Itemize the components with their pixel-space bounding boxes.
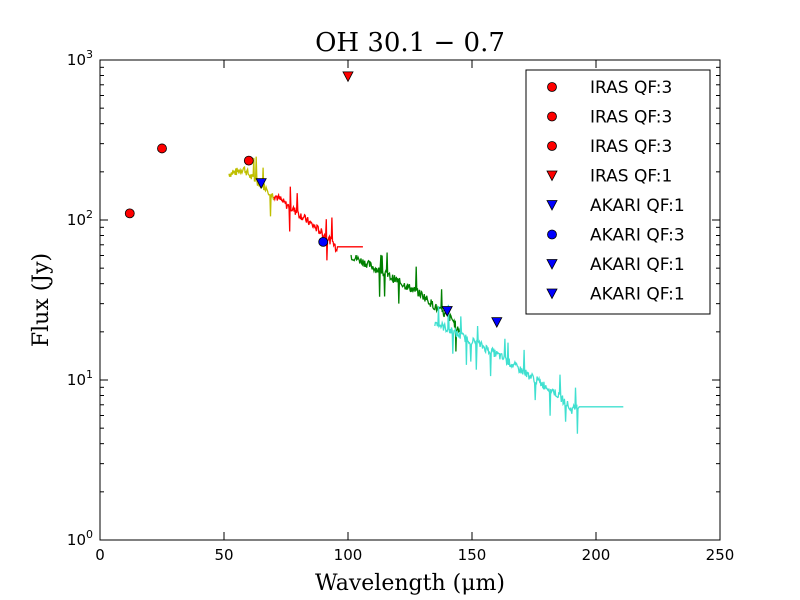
legend-marker — [546, 288, 558, 300]
legend-box — [525, 69, 711, 315]
legend-entry: AKARI QF:3 — [590, 226, 685, 246]
data-point-circle — [124, 208, 135, 219]
plot-frame — [99, 59, 721, 541]
spectrum-red — [273, 186, 363, 261]
x-tick-label: 150 — [458, 546, 487, 564]
legend-marker — [547, 141, 557, 151]
data-point-triangle — [342, 71, 354, 83]
y-tick-label: 101 — [67, 368, 93, 389]
legend-marker — [547, 82, 557, 92]
y-tick-label: 100 — [67, 528, 93, 549]
spectrum-cyan — [434, 304, 624, 434]
x-tick-label: 250 — [706, 546, 735, 564]
legend-entry: IRAS QF:3 — [590, 78, 672, 98]
data-point-circle — [157, 143, 167, 154]
data-point-circle — [243, 155, 254, 166]
legend-entry: AKARI QF:1 — [590, 255, 685, 275]
legend-marker — [546, 200, 558, 211]
legend-entry: IRAS QF:3 — [590, 137, 672, 157]
x-axis-label: Wavelength (μm) — [315, 571, 505, 596]
y-axis-label: Flux (Jy) — [29, 253, 54, 347]
legend-marker — [547, 111, 557, 122]
data-point-triangle — [441, 306, 453, 317]
x-axis: 0 50 100 150 200 250 — [95, 60, 734, 564]
spectrum-green — [350, 252, 461, 352]
y-tick-label: 103 — [67, 48, 93, 69]
plot-area — [124, 71, 624, 434]
x-tick-label: 100 — [334, 546, 363, 564]
x-tick-label: 0 — [95, 546, 105, 564]
y-tick-label: 102 — [67, 208, 93, 229]
legend-entry: AKARI QF:1 — [590, 196, 685, 216]
legend-entry: AKARI QF:1 — [590, 285, 685, 305]
y-axis: 100 101 102 103 — [67, 48, 720, 549]
legend-marker — [547, 229, 557, 240]
legend-marker — [546, 259, 558, 270]
data-point-triangle — [491, 317, 503, 328]
legend-entry: IRAS QF:1 — [590, 167, 672, 187]
x-tick-label: 200 — [582, 546, 611, 564]
x-tick-label: 50 — [214, 546, 233, 564]
data-point-circle — [318, 236, 329, 247]
legend-marker — [546, 170, 558, 182]
chart-title: OH 30.1 − 0.7 — [315, 28, 505, 58]
data-point-triangle — [255, 178, 267, 189]
legend: IRAS QF:3 IRAS QF:3 IRAS QF:3 IRAS QF:1 AKAR… — [525, 69, 711, 315]
legend-entry: IRAS QF:3 — [590, 108, 672, 128]
spectrum-yellow — [228, 156, 275, 217]
